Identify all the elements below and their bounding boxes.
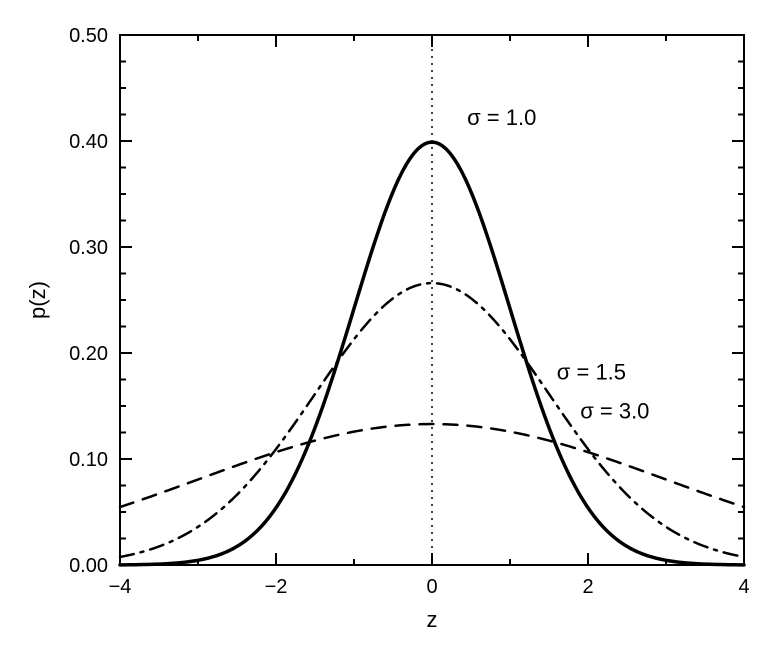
y-tick-label: 0.30 bbox=[69, 237, 108, 259]
y-tick-label: 0.20 bbox=[69, 343, 108, 365]
x-tick-label: −2 bbox=[265, 576, 288, 598]
chart-container: −4 −2 0 2 4 0.00 0.10 0.20 0.30 0.40 0.50 z p(z) σ = … bbox=[0, 0, 784, 650]
x-tick-label: 4 bbox=[738, 576, 749, 598]
y-tick-label: 0.50 bbox=[69, 25, 108, 47]
y-tick-label: 0.10 bbox=[69, 449, 108, 471]
x-tick-label: 2 bbox=[582, 576, 593, 598]
y-axis-label: p(z) bbox=[25, 281, 50, 319]
y-tick-label: 0.00 bbox=[69, 555, 108, 577]
x-tick-label: −4 bbox=[109, 576, 132, 598]
series-label-sigma15: σ = 1.5 bbox=[557, 360, 626, 385]
gaussian-chart: −4 −2 0 2 4 0.00 0.10 0.20 0.30 0.40 0.50 z p(z) σ = … bbox=[0, 0, 784, 650]
series-label-sigma1: σ = 1.0 bbox=[467, 105, 536, 130]
x-axis-label: z bbox=[427, 607, 438, 632]
y-tick-label: 0.40 bbox=[69, 131, 108, 153]
x-tick-label: 0 bbox=[426, 576, 437, 598]
series-label-sigma3: σ = 3.0 bbox=[580, 399, 649, 424]
